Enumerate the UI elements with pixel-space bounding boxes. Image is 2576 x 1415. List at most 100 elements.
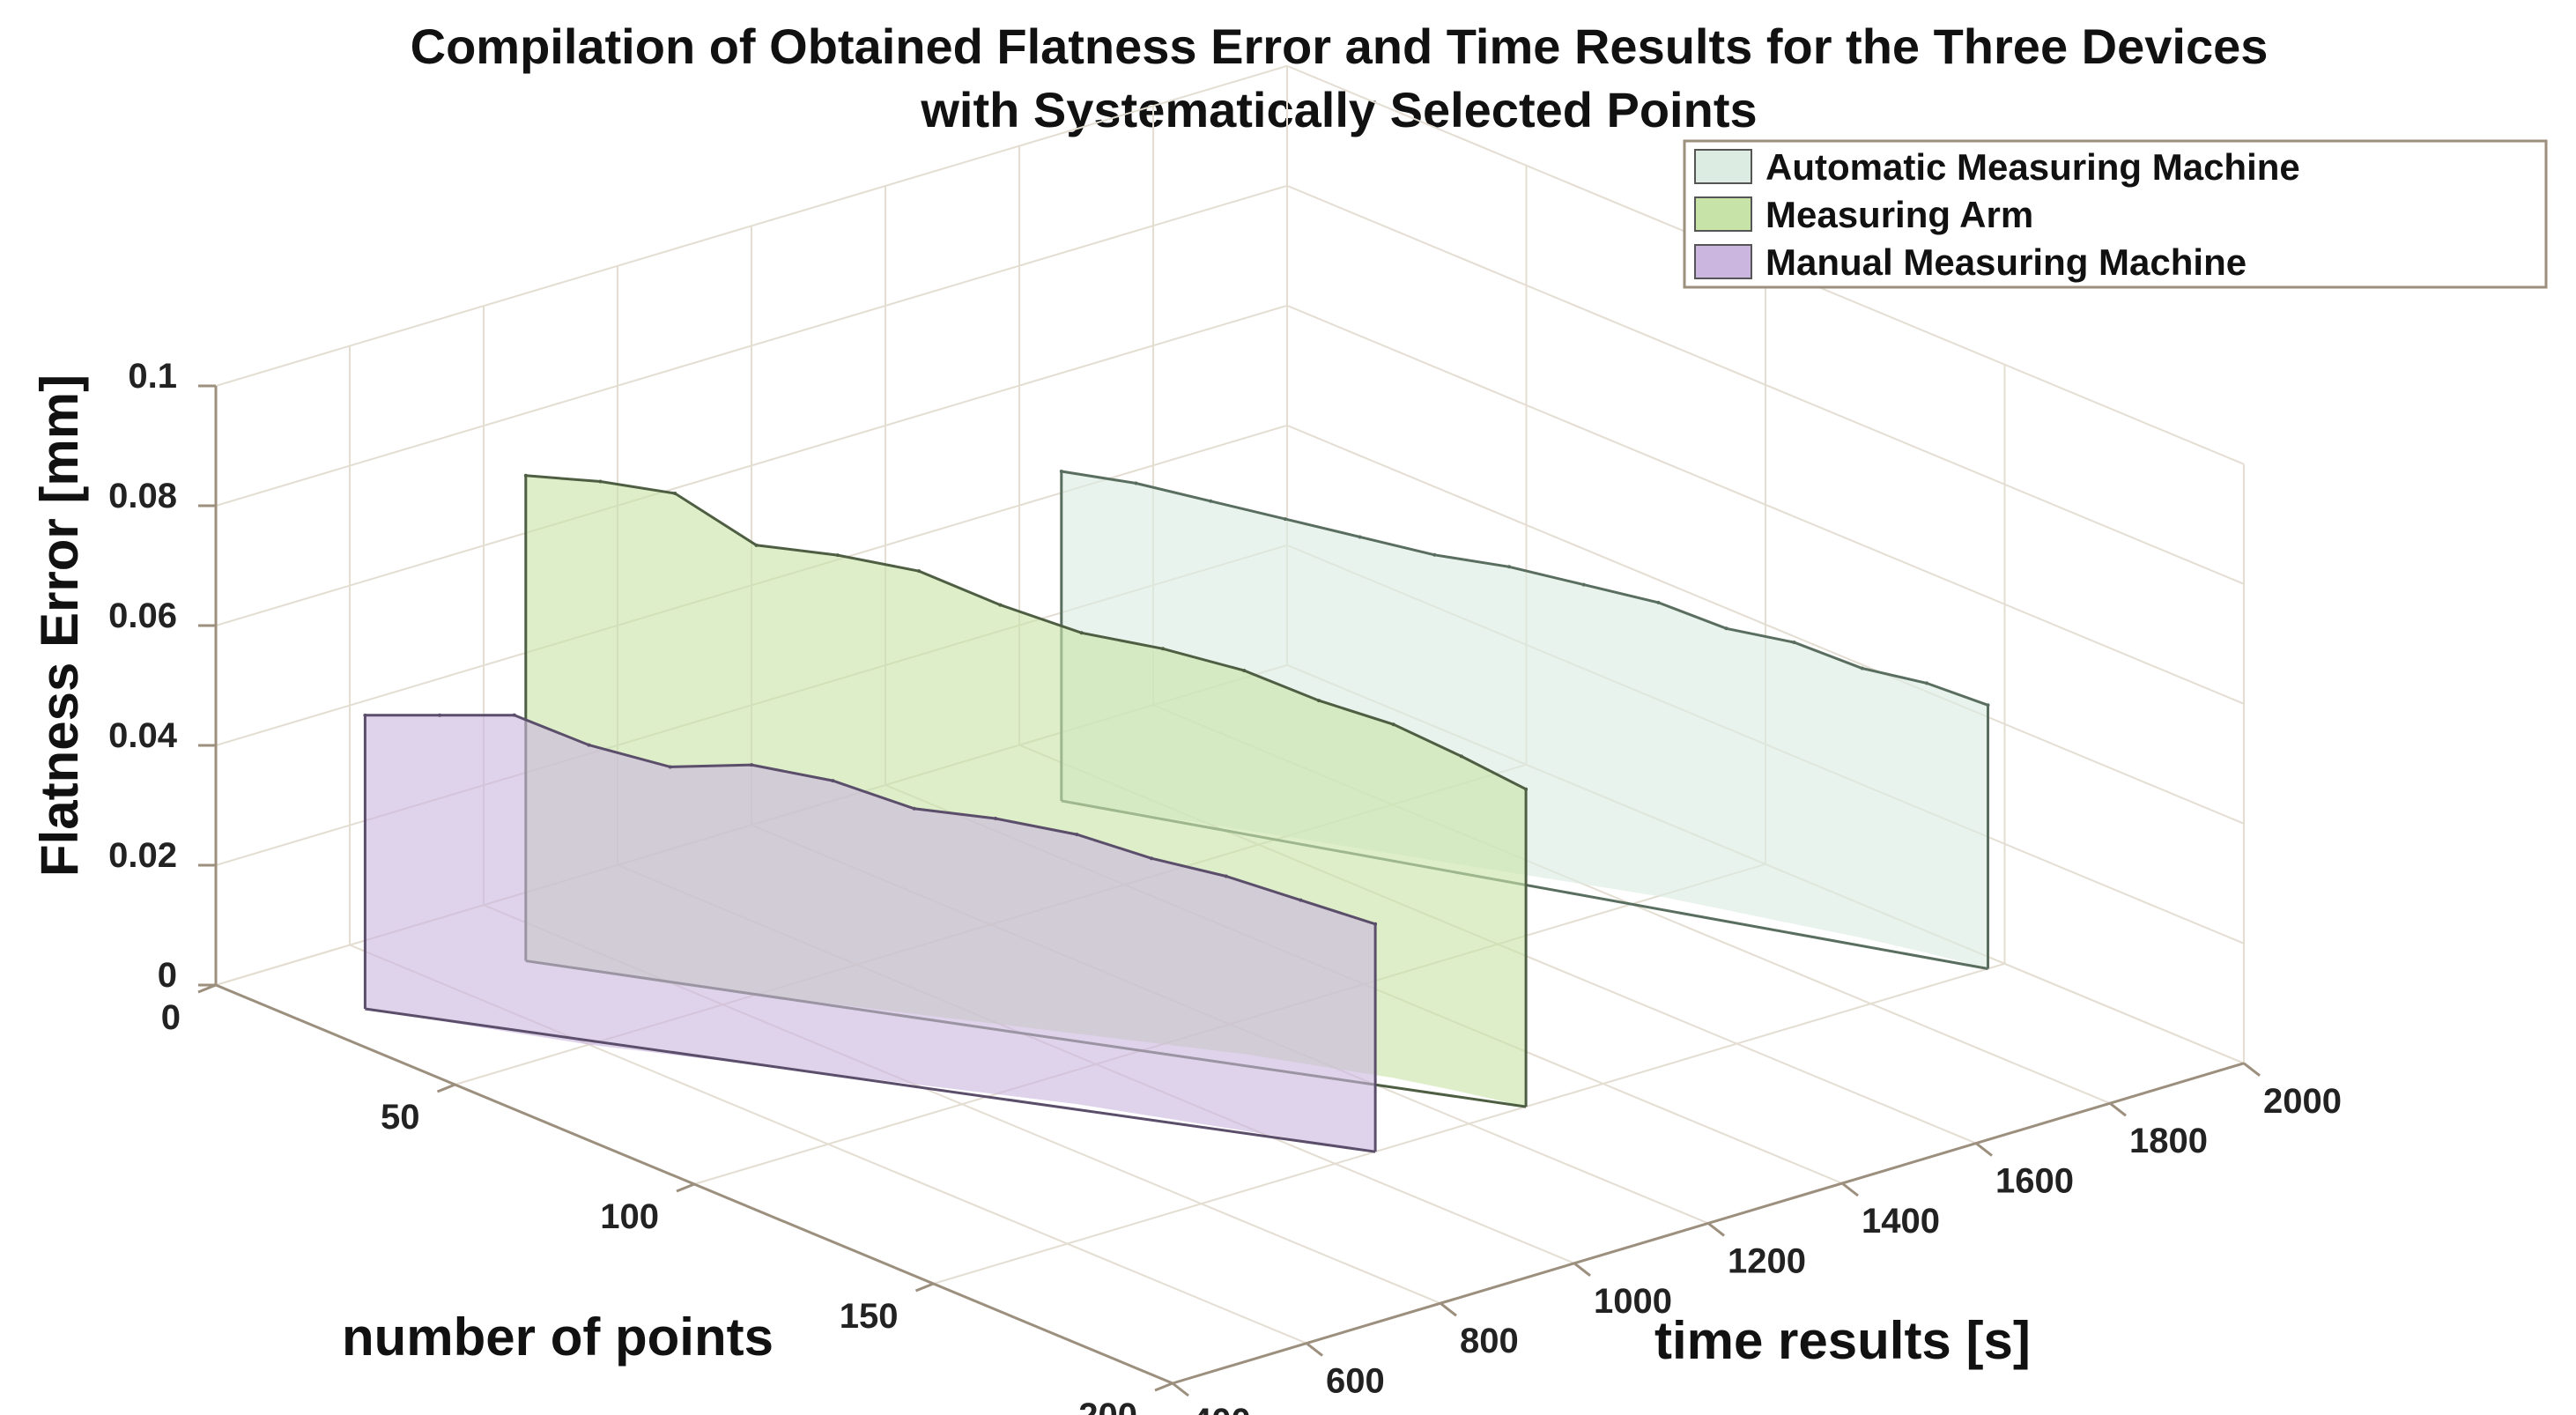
series-edge: [365, 1007, 1376, 1153]
data-point: [512, 713, 516, 717]
data-point: [1161, 647, 1165, 651]
legend-box: [1683, 139, 2548, 289]
z-tick-label: 0.1: [128, 357, 177, 396]
x-tick-mark: [1154, 1382, 1173, 1392]
data-point: [1391, 722, 1395, 727]
y-tick-label: 1200: [1728, 1241, 1806, 1280]
data-point: [1724, 626, 1728, 631]
data-point: [1079, 631, 1084, 635]
y-tick-label: 1000: [1594, 1282, 1672, 1321]
data-point: [1358, 535, 1362, 539]
data-point: [912, 806, 916, 811]
y-tick-label: 600: [1326, 1362, 1385, 1401]
legend-label: Manual Measuring Machine: [1765, 241, 2247, 283]
data-point: [1656, 600, 1661, 604]
tick-labels: 0 0.02 0.04 0.06 0.08 0.1 0 50 100 150 200 400 600 80…: [108, 357, 2342, 1415]
x-tick-mark: [914, 1282, 935, 1293]
series-line: [365, 714, 1376, 926]
x-tick-label: 100: [600, 1197, 659, 1236]
data-point: [1925, 681, 1928, 685]
grid-line: [933, 962, 2005, 1285]
data-point: [1432, 552, 1437, 557]
y-tick-mark: [2109, 1102, 2127, 1117]
data-point: [917, 569, 922, 574]
data-point: [1075, 833, 1079, 837]
y-tick-mark: [1573, 1262, 1591, 1277]
data-point: [1507, 565, 1511, 569]
z-tick-label: 0.02: [108, 836, 177, 875]
legend-label: Automatic Measuring Machine: [1765, 146, 2300, 188]
data-point: [1373, 922, 1378, 926]
data-point: [587, 743, 591, 747]
y-tick-mark: [1172, 1382, 1189, 1397]
x-tick-mark: [436, 1083, 456, 1093]
data-point: [1224, 874, 1228, 878]
data-point: [1317, 699, 1321, 703]
data-point: [1581, 582, 1586, 587]
data-point: [831, 779, 835, 783]
legend: Automatic Measuring Machine Measuring Arm…: [1683, 139, 2548, 289]
chart-title: Compilation of Obtained Flatness Error a…: [411, 19, 2269, 137]
y-tick-mark: [1841, 1182, 1859, 1197]
data-point: [994, 817, 997, 821]
x-tick-label: 0: [161, 998, 181, 1037]
legend-swatch: [1694, 244, 1752, 279]
data-point: [998, 603, 1003, 607]
x-tick-label: 200: [1078, 1396, 1137, 1415]
data-point: [1459, 754, 1463, 759]
x-tick-mark: [197, 983, 217, 994]
data-point: [754, 543, 759, 547]
data-point: [1860, 666, 1864, 670]
data-point: [1059, 469, 1063, 473]
series-line: [1061, 470, 1989, 707]
y-tick-mark: [1975, 1142, 1993, 1157]
series-line: [525, 474, 1527, 791]
legend-swatch: [1694, 149, 1752, 184]
y-tick-label: 2000: [2263, 1082, 2342, 1121]
data-point: [363, 713, 367, 717]
y-tick-label: 400: [1192, 1402, 1251, 1415]
z-tick-label: 0.06: [108, 596, 177, 635]
data-point: [1242, 669, 1247, 673]
data-point: [1209, 499, 1213, 503]
series-area: [1061, 471, 1988, 969]
plot-area: [363, 469, 1990, 1153]
data-point: [1524, 787, 1529, 791]
legend-label: Measuring Arm: [1765, 194, 2033, 235]
y-tick-mark: [1707, 1222, 1725, 1237]
data-point: [1134, 481, 1138, 485]
chart-title-line-1: Compilation of Obtained Flatness Error a…: [411, 19, 2269, 74]
data-point: [523, 473, 528, 478]
y-tick-mark: [1440, 1302, 1457, 1317]
data-point: [668, 765, 672, 769]
y-tick-mark: [2243, 1062, 2261, 1077]
legend-swatch: [1694, 196, 1752, 232]
x-tick-label: 150: [840, 1297, 899, 1336]
x-axis-label: number of points: [342, 1308, 774, 1367]
data-point: [835, 553, 840, 558]
data-point: [1792, 641, 1796, 645]
y-tick-label: 1400: [1862, 1202, 1940, 1241]
data-point: [438, 713, 442, 717]
chart-title-line-2: with Systematically Selected Points: [920, 82, 1757, 137]
data-point: [673, 492, 677, 495]
y-tick-label: 1800: [2129, 1122, 2208, 1160]
z-tick-label: 0.08: [108, 477, 177, 515]
x-tick-label: 50: [381, 1098, 420, 1137]
y-tick-mark: [1306, 1342, 1323, 1357]
series-2: [363, 713, 1378, 1153]
z-tick-label: 0: [158, 956, 177, 995]
series-area: [365, 715, 1376, 1152]
data-point: [598, 479, 603, 484]
y-tick-label: 1600: [1995, 1162, 2074, 1201]
z-axis-label: Flatness Error [mm]: [30, 374, 89, 877]
data-point: [1299, 898, 1303, 902]
z-tick-label: 0.04: [108, 716, 178, 755]
data-point: [750, 763, 754, 767]
y-axis-label: time results [s]: [1654, 1311, 2031, 1370]
x-tick-mark: [676, 1182, 695, 1193]
data-point: [1986, 703, 1990, 708]
data-point: [1283, 517, 1287, 522]
y-tick-label: 800: [1460, 1322, 1519, 1360]
